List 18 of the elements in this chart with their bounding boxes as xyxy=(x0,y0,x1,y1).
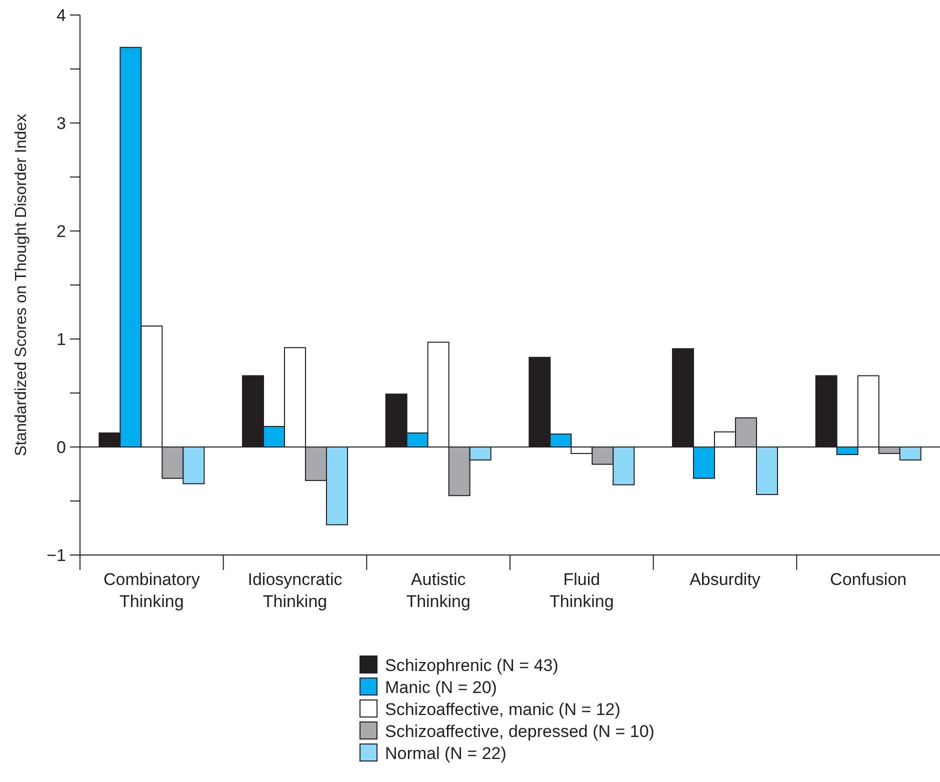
legend-label: Schizoaffective, manic (N = 12) xyxy=(385,700,620,719)
y-tick-label: 3 xyxy=(56,114,66,133)
legend-label: Schizoaffective, depressed (N = 10) xyxy=(385,722,654,741)
x-tick-label: Idiosyncratic Thinking xyxy=(248,570,343,611)
x-tick-label: Confusion xyxy=(830,570,907,589)
x-tick-label: Fluid Thinking xyxy=(550,570,614,611)
legend-label: Normal (N = 22) xyxy=(385,744,506,763)
x-tick-label: Absurdity xyxy=(690,570,761,589)
y-axis-title: Standardized Scores on Thought Disorder Index xyxy=(13,114,30,456)
x-tick-label: Autistic Thinking xyxy=(406,570,470,611)
y-tick-label: 2 xyxy=(56,222,66,241)
x-tick-label: Combinatory Thinking xyxy=(103,570,200,611)
y-tick-label: 0 xyxy=(56,438,66,457)
y-tick-label: 4 xyxy=(56,6,66,25)
y-tick-label: −1 xyxy=(46,546,66,565)
legend-label: Manic (N = 20) xyxy=(385,678,497,697)
legend-label: Schizophrenic (N = 43) xyxy=(385,656,558,675)
y-tick-label: 1 xyxy=(56,330,66,349)
